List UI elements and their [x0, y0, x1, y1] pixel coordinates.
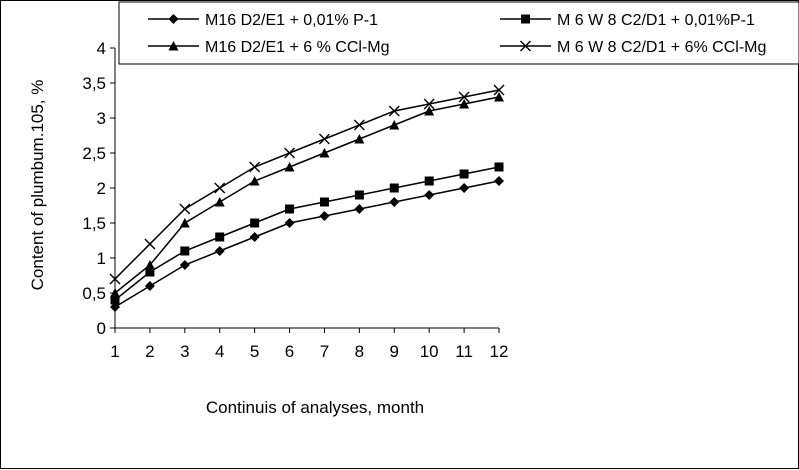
legend-label: M16 D2/E1 + 0,01% P-1	[205, 12, 378, 29]
data-point	[319, 197, 329, 207]
x-tick-label: 2	[145, 342, 154, 361]
y-tick-label: 3	[97, 109, 106, 128]
series-1	[110, 176, 504, 312]
data-point	[459, 169, 469, 179]
data-point	[110, 295, 120, 305]
legend-label: M 6 W 8 C2/D1 + 0,01%P-1	[557, 12, 755, 29]
data-point	[144, 260, 155, 270]
data-point	[179, 203, 191, 215]
legend-swatch-marker	[521, 14, 530, 24]
legend-item: M16 D2/E1 + 6 % CCl-Mg	[148, 39, 390, 56]
series-line	[114, 89, 500, 280]
data-point	[214, 246, 225, 256]
y-tick-label: 2,5	[82, 144, 106, 163]
x-tick-label: 9	[390, 342, 399, 361]
data-point	[424, 190, 435, 200]
data-point	[144, 281, 155, 291]
x-tick-label: 7	[320, 342, 329, 361]
data-point	[354, 134, 365, 144]
x-tick-label: 11	[455, 342, 473, 361]
series-group	[109, 84, 505, 312]
data-point	[354, 190, 364, 200]
data-point	[110, 288, 120, 298]
legend-item: M16 D2/E1 + 0,01% P-1	[148, 12, 378, 29]
x-tick-label: 4	[215, 342, 224, 361]
y-tick-label: 4	[97, 39, 106, 58]
data-point	[458, 91, 470, 103]
y-tick-label: 3,5	[82, 74, 106, 93]
data-point	[319, 211, 330, 221]
data-point	[284, 218, 295, 228]
legend-swatch-marker	[520, 40, 531, 52]
data-point	[318, 133, 330, 145]
x-tick-label: 1	[110, 342, 119, 361]
y-tick-label: 0	[97, 319, 106, 338]
series-4	[109, 84, 505, 285]
series-3	[110, 92, 504, 298]
data-point	[389, 120, 400, 130]
data-point	[285, 204, 295, 214]
legend-box	[118, 1, 799, 65]
data-point	[145, 267, 155, 277]
legend-swatch-marker	[168, 41, 179, 51]
data-point	[215, 232, 225, 242]
data-point	[423, 98, 435, 110]
data-point	[180, 246, 190, 256]
data-point	[494, 162, 504, 172]
data-point	[250, 218, 260, 228]
y-axis-ticks: 0 0,5 1 1,5 2 2,5 3 3,5 4	[82, 39, 115, 338]
series-line	[114, 180, 500, 308]
x-tick-label: 12	[490, 342, 509, 361]
legend-label: M16 D2/E1 + 6 % CCl-Mg	[205, 39, 390, 56]
x-tick-label: 6	[285, 342, 294, 361]
data-point	[493, 84, 505, 96]
legend-item: M 6 W 8 C2/D1 + 0,01%P-1	[500, 12, 755, 29]
plot-area: 00,511,522,533,54 1 2 3 4 5 6 7 8 9 10 11 12	[82, 39, 508, 361]
y-tick-label: 0,5	[82, 284, 106, 303]
data-point	[249, 161, 261, 173]
data-point	[249, 232, 260, 242]
legend-swatch-marker	[168, 14, 179, 24]
data-point	[459, 183, 470, 193]
data-point	[144, 238, 156, 250]
legend: M16 D2/E1 + 0,01% P-1 M 6 W 8 C2/D1 + 0,0…	[118, 1, 799, 65]
data-point	[284, 147, 296, 159]
y-tick-label: 1,5	[82, 214, 106, 233]
data-point	[388, 105, 400, 117]
x-tick-label: 8	[355, 342, 364, 361]
data-point	[494, 92, 504, 102]
data-point	[249, 176, 260, 186]
y-tick-label: 1	[97, 249, 106, 268]
data-point	[179, 218, 190, 228]
data-point	[284, 162, 295, 172]
data-point	[424, 176, 434, 186]
series-2	[110, 162, 504, 305]
legend-label: M 6 W 8 C2/D1 + 6% CCl-Mg	[557, 39, 766, 56]
data-point	[214, 182, 226, 194]
data-point	[494, 176, 504, 186]
data-point	[109, 273, 121, 285]
x-tick-label: 5	[250, 342, 259, 361]
data-point	[389, 183, 399, 193]
y-tick-label: 2	[97, 179, 106, 198]
data-point	[179, 260, 190, 270]
legend-item: M 6 W 8 C2/D1 + 6% CCl-Mg	[500, 39, 766, 56]
data-point	[354, 204, 365, 214]
series-line	[114, 96, 500, 294]
data-point	[389, 197, 400, 207]
data-point	[214, 197, 225, 207]
y-axis-title: Content of plumbum.105, %	[28, 80, 47, 291]
x-tick-label: 10	[420, 342, 439, 361]
data-point	[424, 106, 435, 116]
x-axis-title: Continuis of analyses, month	[206, 398, 424, 417]
data-point	[459, 99, 470, 109]
series-line	[114, 166, 500, 301]
x-axis-ticks: 1 2 3 4 5 6 7 8 9 10 11 12	[110, 328, 508, 361]
data-point	[353, 119, 365, 131]
x-tick-label: 3	[180, 342, 189, 361]
data-point	[319, 148, 330, 158]
